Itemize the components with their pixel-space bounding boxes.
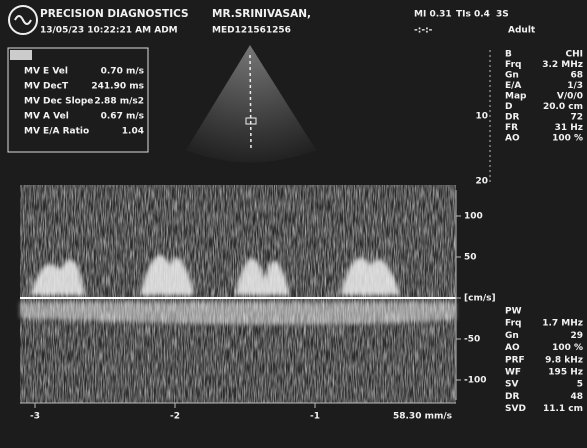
measurement-value: 1.04 bbox=[122, 127, 144, 137]
setting-value: 195 Hz bbox=[548, 368, 583, 378]
depth-label: 20 bbox=[475, 177, 488, 187]
setting-value: 5 bbox=[577, 380, 583, 390]
velocity-label: 50 bbox=[464, 253, 477, 263]
setting-label: PW bbox=[505, 307, 522, 317]
measurement-label: MV E Vel bbox=[24, 67, 68, 77]
setting-label: SVD bbox=[505, 404, 526, 414]
setting-value: 9.8 kHz bbox=[545, 355, 583, 365]
setting-label: E/A bbox=[505, 81, 521, 91]
setting-label: AO bbox=[505, 134, 520, 144]
setting-value: 72 bbox=[570, 113, 583, 123]
setting-label: D bbox=[505, 102, 512, 112]
setting-value: 48 bbox=[570, 392, 583, 402]
measurement-label: MV DecT bbox=[24, 82, 69, 92]
setting-label: WF bbox=[505, 368, 521, 378]
tis-index: TIs 0.4 bbox=[456, 10, 490, 20]
setting-value: 11.1 cm bbox=[543, 404, 583, 414]
setting-label: Gn bbox=[505, 71, 519, 81]
setting-label: AO bbox=[505, 343, 520, 353]
measurement-value: 0.67 m/s bbox=[101, 112, 144, 122]
setting-label: Gn bbox=[505, 331, 519, 341]
patient-name: MR.SRINIVASAN, bbox=[212, 8, 311, 20]
setting-label: PRF bbox=[505, 355, 525, 365]
measurement-label: MV E/A Ratio bbox=[24, 127, 89, 137]
setting-value: V/0/0 bbox=[557, 92, 583, 102]
date-time: 13/05/23 10:22:21 AM ADM bbox=[40, 26, 178, 36]
probe: 3S bbox=[496, 10, 509, 20]
patient-id: MED121561256 bbox=[212, 26, 291, 36]
clinic-name: PRECISION DIAGNOSTICS bbox=[40, 8, 189, 20]
velocity-label: -100 bbox=[464, 376, 487, 386]
setting-label: B bbox=[505, 50, 512, 60]
setting-label: Map bbox=[505, 92, 527, 102]
measurement-value: 241.90 ms bbox=[91, 82, 144, 92]
setting-value: 31 Hz bbox=[555, 123, 583, 133]
measurement-value: 2.88 m/s2 bbox=[94, 97, 144, 107]
depth-label: 10 bbox=[475, 112, 488, 122]
setting-label: Frq bbox=[505, 319, 521, 329]
time-label: -1 bbox=[310, 412, 320, 422]
setting-label: SV bbox=[505, 380, 518, 390]
measurement-label: MV Dec Slope bbox=[24, 97, 93, 107]
time-label: -2 bbox=[170, 412, 180, 422]
setting-value: 1.7 MHz bbox=[542, 319, 583, 329]
time-label: -3 bbox=[30, 412, 40, 422]
velocity-label: 100 bbox=[464, 212, 483, 222]
setting-value: 20.0 cm bbox=[543, 102, 583, 112]
measurement-value: 0.70 m/s bbox=[101, 67, 144, 77]
setting-value: 29 bbox=[570, 331, 583, 341]
setting-label: DR bbox=[505, 392, 519, 402]
velocity-label: [cm/s] bbox=[464, 294, 496, 304]
setting-value: 1/3 bbox=[567, 81, 583, 91]
setting-label: FR bbox=[505, 123, 518, 133]
setting-value: 100 % bbox=[552, 343, 583, 353]
setting-value: 100 % bbox=[552, 134, 583, 144]
measurement-icon bbox=[10, 50, 32, 60]
setting-value: 68 bbox=[570, 71, 583, 81]
mi-index: MI 0.31 bbox=[414, 10, 452, 20]
setting-value: 3.2 MHz bbox=[542, 60, 583, 70]
sweep-speed: 58.30 mm/s bbox=[393, 412, 452, 422]
preset: Adult bbox=[508, 26, 536, 36]
ultrasound-screen: PRECISION DIAGNOSTICS MR.SRINIVASAN, 13/05… bbox=[0, 0, 587, 448]
velocity-label: -50 bbox=[464, 335, 480, 345]
measurement-label: MV A Vel bbox=[24, 112, 69, 122]
timer: -:-:- bbox=[414, 26, 433, 36]
setting-value: CHI bbox=[566, 50, 584, 60]
setting-label: DR bbox=[505, 113, 519, 123]
setting-label: Frq bbox=[505, 60, 521, 70]
